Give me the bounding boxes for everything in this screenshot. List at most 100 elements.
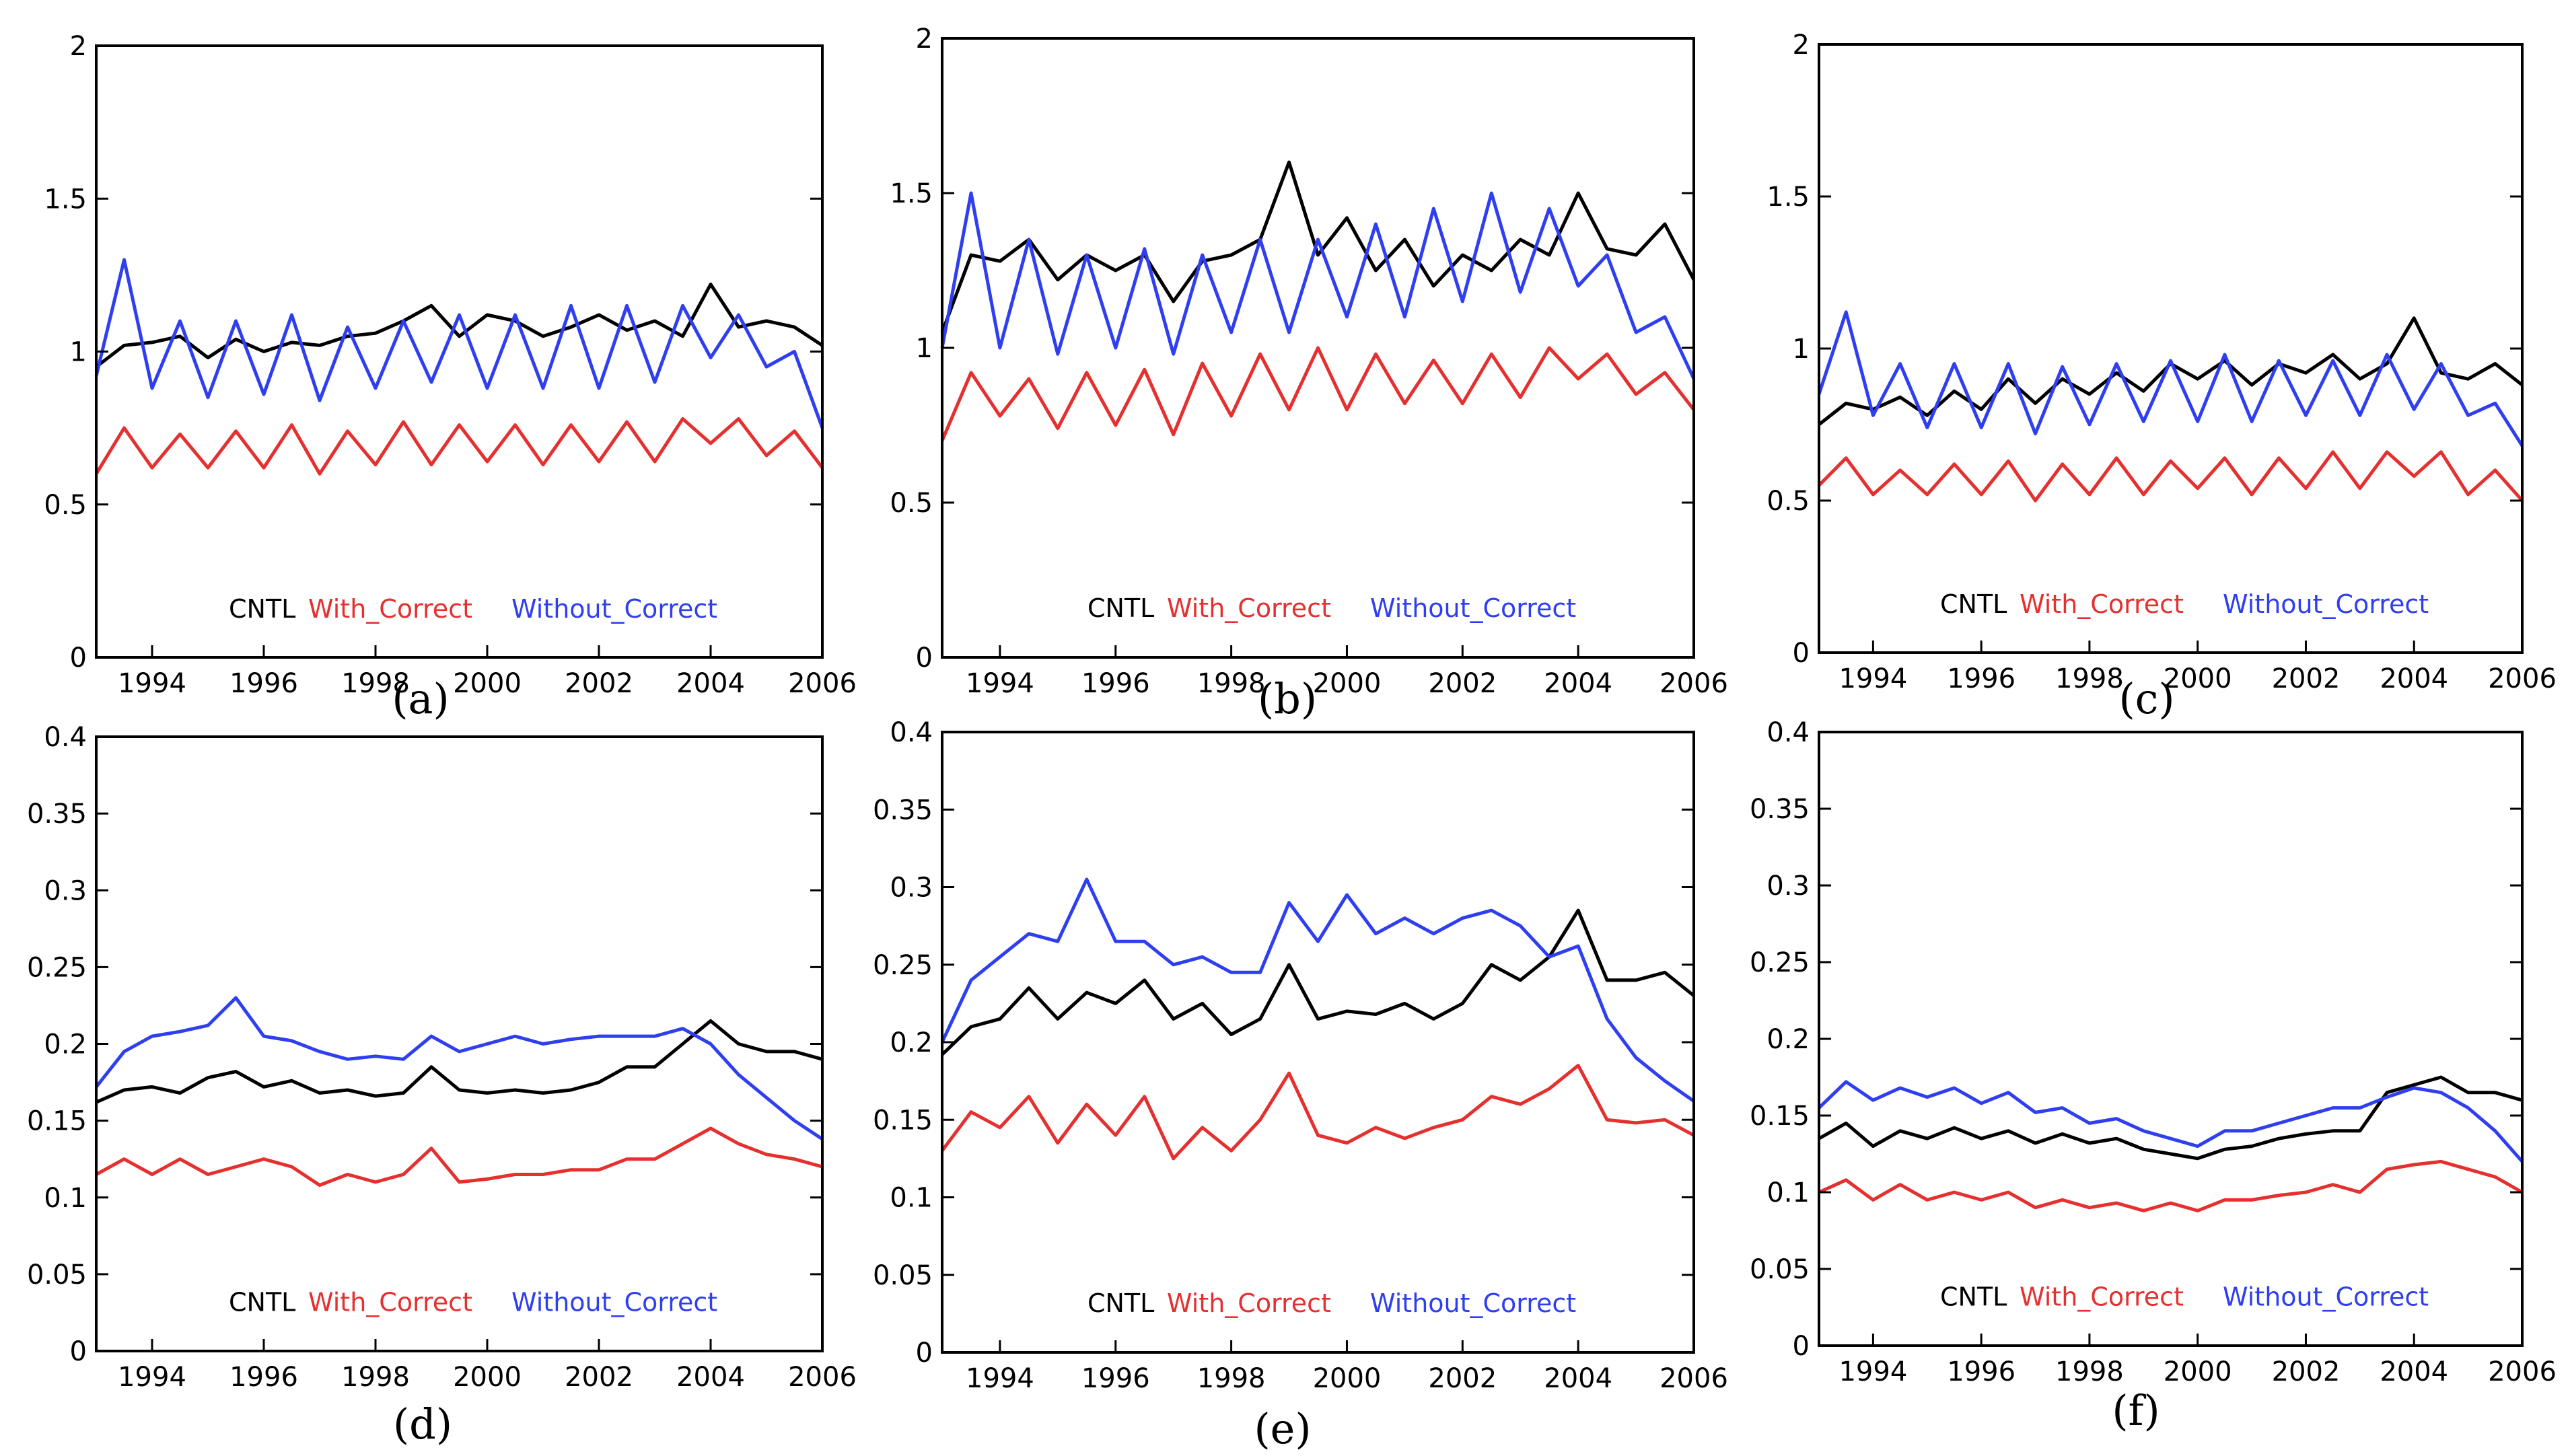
y-tick-label: 0.1 (44, 1183, 87, 1214)
y-tick-label: 0.15 (27, 1106, 87, 1137)
x-tick-label: 1998 (2055, 663, 2124, 694)
series-line-cntl (95, 1019, 823, 1104)
series-line-cntl (940, 160, 1696, 333)
x-tick-label: 2000 (1313, 668, 1382, 699)
panel-label: (f) (2112, 1386, 2159, 1435)
x-tick-label: 1996 (229, 668, 298, 699)
x-tick-label: 2004 (1544, 1363, 1612, 1394)
series-line-cntl (1818, 1075, 2523, 1161)
x-tick-label: 2006 (1659, 668, 1728, 699)
panel-label: (b) (1258, 674, 1317, 723)
y-tick-label: 0.4 (44, 722, 87, 753)
x-tick-label: 2006 (2488, 1356, 2557, 1387)
y-tick-label: 0.4 (1766, 717, 1810, 748)
x-tick-label: 1994 (966, 668, 1034, 699)
legend-item-cntl: CNTL (1940, 1282, 2007, 1312)
y-tick-label: 0.1 (1766, 1177, 1810, 1208)
x-tick-label: 2004 (676, 1362, 745, 1393)
x-tick-label: 2004 (2380, 663, 2448, 694)
x-tick-label: 1994 (966, 1363, 1034, 1394)
x-tick-label: 2002 (1428, 668, 1497, 699)
series-line-cntl (1818, 316, 2524, 426)
x-tick-label: 2000 (1313, 1363, 1382, 1394)
y-tick-label: 0.05 (27, 1260, 87, 1290)
y-tick-label: 0 (70, 1336, 87, 1367)
legend-item-without-correct: Without_Correct (1370, 593, 1576, 623)
y-tick-label: 0 (916, 643, 933, 674)
legend-item-without-correct: Without_Correct (511, 594, 717, 624)
panel-label: (a) (392, 674, 449, 723)
series-line-without-correct (1817, 310, 2524, 447)
legend-item-without-correct: Without_Correct (1370, 1288, 1576, 1318)
chart-panel-a: 0 0.5 1 1.5 2 1994 1996 1998 2000 2002 2004 2006 CNT… (44, 31, 857, 723)
series-line-without-correct (940, 877, 1695, 1103)
y-tick-label: 0.2 (1766, 1024, 1810, 1055)
series-line-with-correct (940, 1064, 1695, 1161)
y-tick-label: 0.25 (1750, 947, 1810, 978)
y-tick-label: 0.2 (890, 1027, 933, 1058)
x-tick-label: 1994 (1839, 663, 1907, 694)
y-tick-label: 0.3 (890, 873, 933, 904)
series-line-with-correct (1818, 1159, 2524, 1212)
series-line-cntl (95, 283, 824, 369)
x-tick-label: 2006 (788, 668, 857, 699)
x-tick-label: 1998 (341, 1362, 410, 1393)
series-line-without-correct (95, 996, 824, 1141)
chart-panel-d: 0 0.05 0.1 0.15 0.2 0.25 0.3 0.35 0.4 1994 1996 199… (27, 722, 857, 1449)
y-tick-label: 0.3 (44, 875, 87, 906)
y-tick-label: 0.05 (1750, 1254, 1810, 1285)
y-tick-label: 0.5 (1766, 486, 1810, 517)
y-tick-label: 2 (70, 31, 87, 62)
panel-label: (c) (2118, 674, 2174, 723)
series-line-with-correct (1818, 450, 2524, 503)
y-tick-label: 0.15 (1750, 1101, 1810, 1132)
x-tick-label: 2006 (1659, 1363, 1728, 1394)
y-tick-label: 0.35 (873, 795, 933, 826)
y-tick-label: 0.5 (44, 490, 87, 521)
x-tick-label: 1996 (1081, 1363, 1150, 1394)
x-tick-label: 1994 (118, 668, 186, 699)
legend-item-with-correct: With_Correct (1167, 593, 1331, 623)
x-tick-label: 1996 (229, 1362, 298, 1393)
y-tick-label: 0.25 (873, 950, 933, 981)
y-tick-label: 0.15 (873, 1105, 933, 1136)
x-tick-label: 1996 (1081, 668, 1150, 699)
legend-item-with-correct: With_Correct (308, 1288, 472, 1317)
y-tick-label: 0 (1793, 638, 1810, 669)
y-tick-label: 0.35 (1750, 794, 1810, 825)
y-tick-label: 0.35 (27, 799, 87, 830)
x-tick-label: 1996 (1947, 663, 2015, 694)
y-tick-label: 0 (70, 643, 87, 674)
x-tick-label: 1998 (341, 668, 410, 699)
x-tick-label: 1996 (1947, 1356, 2015, 1387)
x-tick-label: 2002 (565, 1362, 633, 1393)
series-line-without-correct (940, 191, 1696, 380)
y-tick-label: 1 (70, 337, 87, 368)
legend-item-cntl: CNTL (229, 594, 295, 624)
x-tick-label: 2000 (453, 1362, 522, 1393)
series-line-cntl (941, 908, 1695, 1056)
series-line-with-correct (940, 346, 1695, 441)
x-tick-label: 2002 (565, 668, 633, 699)
series-line-without-correct (94, 258, 824, 429)
x-tick-label: 2002 (2272, 663, 2341, 694)
chart-panel-c: 0 0.5 1 1.5 2 1994 1996 1998 2000 2002 2004 2006 CNT… (1766, 30, 2557, 723)
x-tick-label: 1998 (2055, 1356, 2124, 1387)
y-tick-label: 1.5 (890, 178, 933, 209)
legend-item-with-correct: With_Correct (2020, 589, 2184, 619)
x-tick-label: 2002 (2272, 1356, 2341, 1387)
legend-item-without-correct: Without_Correct (2223, 1282, 2429, 1312)
x-tick-label: 2006 (788, 1362, 857, 1393)
legend-item-with-correct: With_Correct (1167, 1288, 1331, 1318)
legend-item-without-correct: Without_Correct (2223, 589, 2429, 619)
x-tick-label: 1998 (1197, 668, 1266, 699)
y-tick-label: 2 (1793, 30, 1810, 61)
x-tick-label: 2004 (1544, 668, 1612, 699)
x-tick-label: 2004 (2380, 1356, 2448, 1387)
y-tick-label: 0.2 (44, 1029, 87, 1060)
legend-item-without-correct: Without_Correct (511, 1288, 717, 1317)
y-tick-label: 0.1 (890, 1183, 933, 1214)
y-tick-label: 0.25 (27, 952, 87, 983)
legend-item-with-correct: With_Correct (2020, 1282, 2184, 1312)
